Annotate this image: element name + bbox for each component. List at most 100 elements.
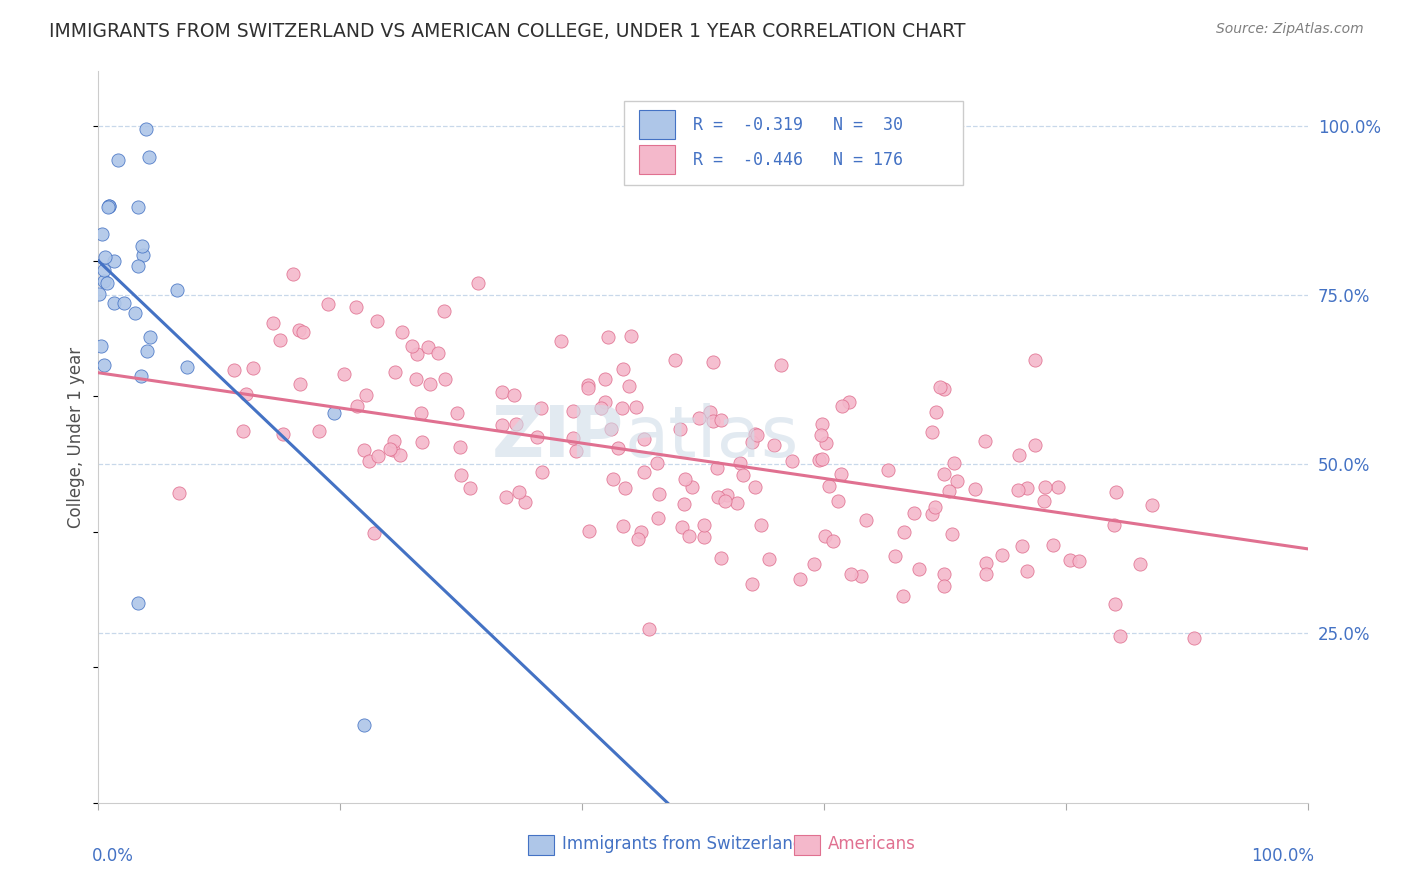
Point xyxy=(491,418,513,433)
Point xyxy=(434,372,457,386)
Point xyxy=(672,497,695,511)
Point xyxy=(288,376,311,391)
Point xyxy=(103,254,125,268)
Point xyxy=(1142,498,1164,512)
Point xyxy=(129,369,152,384)
Point xyxy=(381,443,404,458)
Point xyxy=(671,519,693,533)
Point xyxy=(222,362,245,376)
Point xyxy=(702,414,724,428)
Point xyxy=(699,405,721,419)
Point xyxy=(941,527,963,541)
Point xyxy=(138,150,160,164)
Point xyxy=(688,411,710,425)
Point xyxy=(884,549,907,563)
Point xyxy=(576,381,599,395)
Point xyxy=(1059,553,1081,567)
Point xyxy=(612,519,634,533)
Point xyxy=(291,325,314,339)
Point xyxy=(90,227,112,241)
Point xyxy=(811,417,834,431)
Text: 100.0%: 100.0% xyxy=(1250,847,1313,864)
Point xyxy=(710,550,733,565)
Point xyxy=(93,358,115,372)
Point xyxy=(596,330,619,344)
FancyBboxPatch shape xyxy=(793,835,820,855)
Point xyxy=(526,430,548,444)
Point xyxy=(921,425,943,440)
Point xyxy=(235,387,257,401)
Point xyxy=(1042,538,1064,552)
Point xyxy=(167,485,190,500)
Point xyxy=(1007,483,1029,497)
Point xyxy=(166,283,188,297)
Point xyxy=(450,467,472,482)
Point xyxy=(419,377,441,392)
Point xyxy=(271,427,294,442)
Point xyxy=(112,296,135,310)
Point xyxy=(624,400,647,414)
Point xyxy=(744,480,766,494)
Point xyxy=(595,395,617,409)
Point xyxy=(288,323,311,337)
Text: R =  -0.446   N = 176: R = -0.446 N = 176 xyxy=(693,151,903,169)
Point xyxy=(974,434,997,449)
Point xyxy=(1102,517,1125,532)
Point xyxy=(831,399,853,413)
Point xyxy=(367,449,389,463)
Point xyxy=(817,479,839,493)
Point xyxy=(758,552,780,566)
Point xyxy=(932,467,955,481)
Point xyxy=(561,403,583,417)
Point xyxy=(749,517,772,532)
Point xyxy=(135,122,157,136)
Point xyxy=(433,304,456,318)
Point xyxy=(638,622,661,636)
Point xyxy=(839,566,862,581)
Point xyxy=(925,404,948,418)
Point xyxy=(98,199,121,213)
Point xyxy=(513,495,536,509)
Point xyxy=(626,532,648,546)
Point xyxy=(359,454,381,468)
FancyBboxPatch shape xyxy=(638,145,675,175)
Point xyxy=(731,468,754,483)
Point xyxy=(932,567,955,582)
Point xyxy=(612,362,634,376)
Point xyxy=(707,490,730,504)
Point xyxy=(991,548,1014,562)
Point xyxy=(97,199,120,213)
Point xyxy=(602,472,624,486)
Point xyxy=(932,383,955,397)
Point xyxy=(823,534,845,549)
Point xyxy=(391,325,413,339)
Point xyxy=(710,412,733,426)
Point xyxy=(647,486,669,500)
Point xyxy=(1033,480,1056,494)
Point xyxy=(620,328,643,343)
Point xyxy=(138,330,160,344)
Point xyxy=(90,339,112,353)
Point xyxy=(127,596,149,610)
Point xyxy=(855,513,877,527)
Point xyxy=(693,530,716,544)
Point xyxy=(1046,480,1069,494)
Point xyxy=(96,276,118,290)
Point xyxy=(678,529,700,543)
Point xyxy=(827,494,849,508)
Point xyxy=(633,432,655,446)
Point xyxy=(811,451,834,466)
Point xyxy=(505,417,527,431)
Point xyxy=(411,434,433,449)
Point xyxy=(495,490,517,504)
Point xyxy=(491,384,513,399)
Point xyxy=(97,200,120,214)
Point xyxy=(353,718,375,732)
Point xyxy=(762,438,785,452)
Point xyxy=(131,248,153,262)
Point xyxy=(93,274,115,288)
Point xyxy=(87,287,110,301)
Point xyxy=(747,427,769,442)
Point xyxy=(728,456,751,470)
Point xyxy=(810,428,832,442)
